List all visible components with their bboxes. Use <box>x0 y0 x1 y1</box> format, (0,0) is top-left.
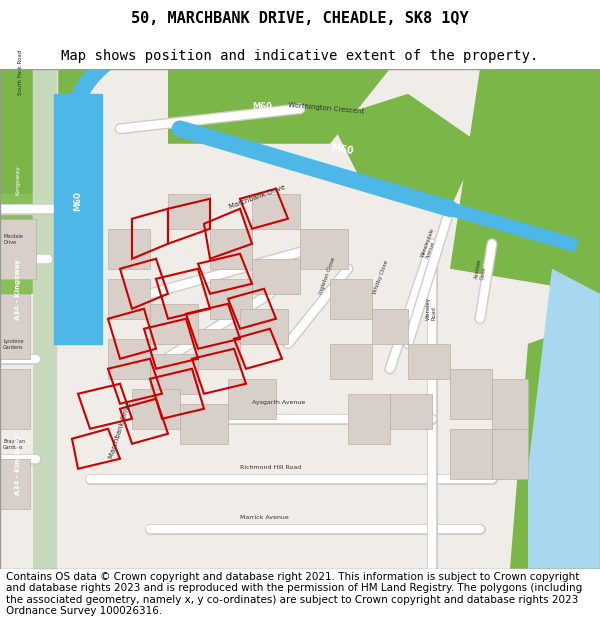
Polygon shape <box>0 369 30 429</box>
Text: Wensley
Road: Wensley Road <box>426 297 437 320</box>
Polygon shape <box>198 329 240 369</box>
Text: Aysgarth Avenue: Aysgarth Avenue <box>252 400 305 405</box>
Polygon shape <box>108 339 150 379</box>
Text: Worthington Crescent: Worthington Crescent <box>288 102 364 115</box>
Text: Marrick Avenue: Marrick Avenue <box>240 515 289 520</box>
Polygon shape <box>228 379 276 419</box>
Bar <box>33 69 57 569</box>
Polygon shape <box>492 379 528 429</box>
Polygon shape <box>492 429 528 479</box>
Polygon shape <box>0 69 90 194</box>
Polygon shape <box>0 194 72 294</box>
Polygon shape <box>450 369 492 419</box>
Text: 50, MARCHBANK DRIVE, CHEADLE, SK8 1QY: 50, MARCHBANK DRIVE, CHEADLE, SK8 1QY <box>131 11 469 26</box>
Polygon shape <box>300 229 348 269</box>
Polygon shape <box>330 279 372 319</box>
Text: Contains OS data © Crown copyright and database right 2021. This information is : Contains OS data © Crown copyright and d… <box>6 571 582 616</box>
Text: Mardale
Drive: Mardale Drive <box>3 234 23 245</box>
Polygon shape <box>348 394 390 444</box>
Polygon shape <box>528 269 600 569</box>
Polygon shape <box>330 344 372 379</box>
Polygon shape <box>168 194 210 229</box>
Text: A34 - Kingsway: A34 - Kingsway <box>15 434 21 495</box>
Polygon shape <box>210 279 252 319</box>
Text: Ingleton Close: Ingleton Close <box>318 256 336 295</box>
Text: A34 - Kingsway: A34 - Kingsway <box>15 259 21 320</box>
Polygon shape <box>372 309 408 344</box>
Text: Map shows position and indicative extent of the property.: Map shows position and indicative extent… <box>61 49 539 63</box>
Polygon shape <box>108 279 150 319</box>
Polygon shape <box>180 404 228 444</box>
Text: Whitby Close: Whitby Close <box>372 259 389 295</box>
Polygon shape <box>510 69 600 219</box>
Polygon shape <box>108 229 150 269</box>
Text: M60: M60 <box>252 102 272 111</box>
Polygon shape <box>132 389 180 429</box>
Polygon shape <box>510 319 600 569</box>
Polygon shape <box>150 354 198 394</box>
Polygon shape <box>0 219 36 279</box>
Text: Braystan
Gardens: Braystan Gardens <box>3 439 25 450</box>
Text: Kingsway: Kingsway <box>16 165 20 195</box>
Polygon shape <box>408 344 450 379</box>
Text: Richmond Hill Road: Richmond Hill Road <box>240 465 301 470</box>
Polygon shape <box>240 309 288 344</box>
Text: Marchbank Drive: Marchbank Drive <box>228 184 286 210</box>
Text: M60: M60 <box>74 191 83 211</box>
Polygon shape <box>252 194 300 229</box>
Polygon shape <box>450 429 492 479</box>
Text: Airedale
Close: Airedale Close <box>474 258 488 280</box>
Text: Marchbank Drive: Marchbank Drive <box>108 401 132 460</box>
Polygon shape <box>330 94 480 209</box>
Polygon shape <box>0 459 30 509</box>
Text: M60: M60 <box>330 142 354 156</box>
Polygon shape <box>252 259 300 294</box>
Polygon shape <box>450 69 600 294</box>
Polygon shape <box>210 229 252 269</box>
Polygon shape <box>390 394 432 429</box>
Text: Lyndene
Gardens: Lyndene Gardens <box>3 339 23 350</box>
Text: Wensleydale
Avenue: Wensleydale Avenue <box>420 227 441 260</box>
Polygon shape <box>150 304 198 344</box>
Polygon shape <box>0 294 30 359</box>
Polygon shape <box>168 69 390 144</box>
Text: South Park Road: South Park Road <box>18 49 23 95</box>
